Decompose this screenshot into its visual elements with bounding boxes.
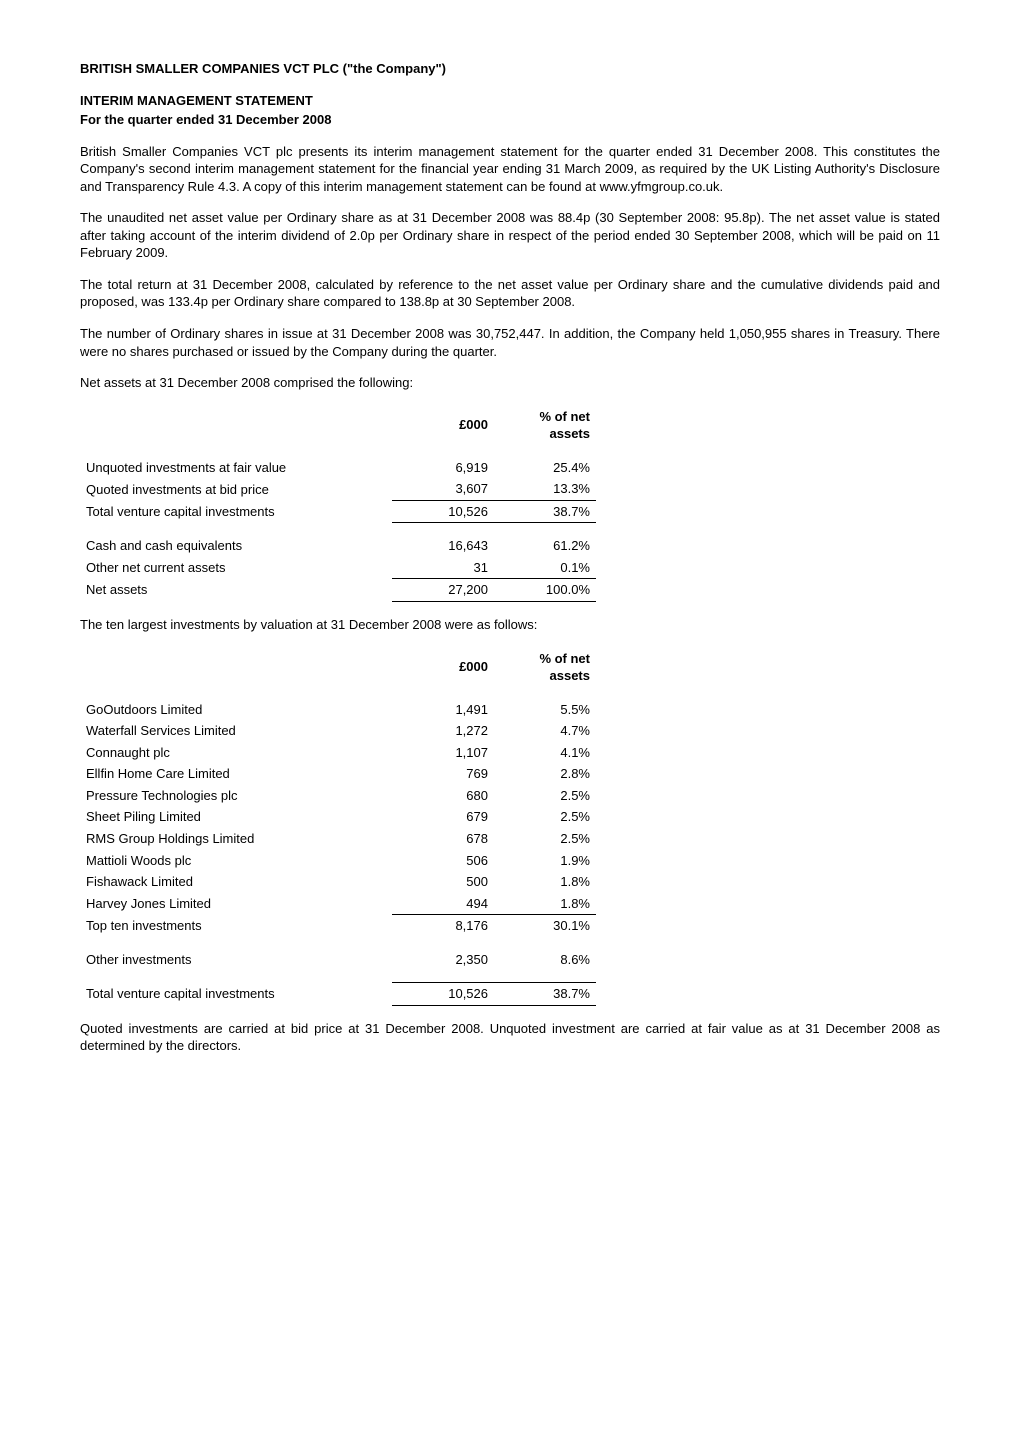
section-heading-1: INTERIM MANAGEMENT STATEMENT: [80, 92, 940, 110]
row-pct: 2.5%: [494, 785, 596, 807]
row-pct: 4.7%: [494, 720, 596, 742]
row-amount: 678: [392, 828, 494, 850]
row-amount: 769: [392, 763, 494, 785]
row-pct: 0.1%: [494, 557, 596, 579]
row-label: Top ten investments: [80, 915, 392, 937]
net-assets-table: £000 % of net assets Unquoted investment…: [80, 406, 596, 602]
table-row: GoOutdoors Limited 1,491 5.5%: [80, 699, 596, 721]
table-row: Sheet Piling Limited 679 2.5%: [80, 806, 596, 828]
table-row: Connaught plc 1,107 4.1%: [80, 742, 596, 764]
row-pct: 5.5%: [494, 699, 596, 721]
row-pct: 1.9%: [494, 850, 596, 872]
table-row: RMS Group Holdings Limited 678 2.5%: [80, 828, 596, 850]
top-investments-table: £000 % of net assets GoOutdoors Limited …: [80, 648, 596, 1006]
row-label: Pressure Technologies plc: [80, 785, 392, 807]
row-amount: 3,607: [392, 478, 494, 500]
row-pct: 38.7%: [494, 500, 596, 523]
row-pct: 61.2%: [494, 535, 596, 557]
table-row: Waterfall Services Limited 1,272 4.7%: [80, 720, 596, 742]
paragraph: The ten largest investments by valuation…: [80, 616, 940, 634]
row-pct: 100.0%: [494, 579, 596, 602]
paragraph: The number of Ordinary shares in issue a…: [80, 325, 940, 360]
document-title: BRITISH SMALLER COMPANIES VCT PLC ("the …: [80, 60, 940, 78]
row-amount: 500: [392, 871, 494, 893]
row-pct: 2.5%: [494, 806, 596, 828]
row-pct: 2.8%: [494, 763, 596, 785]
table-row: Fishawack Limited 500 1.8%: [80, 871, 596, 893]
paragraph: Quoted investments are carried at bid pr…: [80, 1020, 940, 1055]
row-amount: 10,526: [392, 500, 494, 523]
row-label: Sheet Piling Limited: [80, 806, 392, 828]
row-amount: 2,350: [392, 949, 494, 971]
table-row: Total venture capital investments 10,526…: [80, 983, 596, 1006]
row-label: GoOutdoors Limited: [80, 699, 392, 721]
row-label: Other net current assets: [80, 557, 392, 579]
table-header-amount: £000: [392, 648, 494, 687]
table-row: Other net current assets 31 0.1%: [80, 557, 596, 579]
row-amount: 16,643: [392, 535, 494, 557]
row-label: Harvey Jones Limited: [80, 893, 392, 915]
row-pct: 8.6%: [494, 949, 596, 971]
table-row: Mattioli Woods plc 506 1.9%: [80, 850, 596, 872]
paragraph: Net assets at 31 December 2008 comprised…: [80, 374, 940, 392]
table-row: Cash and cash equivalents 16,643 61.2%: [80, 535, 596, 557]
row-amount: 679: [392, 806, 494, 828]
row-pct: 30.1%: [494, 915, 596, 937]
row-label: Other investments: [80, 949, 392, 971]
row-pct: 2.5%: [494, 828, 596, 850]
row-pct: 4.1%: [494, 742, 596, 764]
row-label: Total venture capital investments: [80, 500, 392, 523]
row-amount: 1,107: [392, 742, 494, 764]
row-label: Mattioli Woods plc: [80, 850, 392, 872]
row-label: Ellfin Home Care Limited: [80, 763, 392, 785]
table-header-amount: £000: [392, 406, 494, 445]
table-row: Quoted investments at bid price 3,607 13…: [80, 478, 596, 500]
row-pct: 25.4%: [494, 457, 596, 479]
row-amount: 506: [392, 850, 494, 872]
row-amount: 10,526: [392, 983, 494, 1006]
row-amount: 31: [392, 557, 494, 579]
row-pct: 1.8%: [494, 871, 596, 893]
row-label: Waterfall Services Limited: [80, 720, 392, 742]
table-row: Net assets 27,200 100.0%: [80, 579, 596, 602]
paragraph: British Smaller Companies VCT plc presen…: [80, 143, 940, 196]
row-label: Total venture capital investments: [80, 983, 392, 1006]
table-header-pct: % of net assets: [494, 648, 596, 687]
table-row: Top ten investments 8,176 30.1%: [80, 915, 596, 937]
row-pct: 1.8%: [494, 893, 596, 915]
table-row: Other investments 2,350 8.6%: [80, 949, 596, 971]
row-pct: 38.7%: [494, 983, 596, 1006]
table-row: Total venture capital investments 10,526…: [80, 500, 596, 523]
row-pct: 13.3%: [494, 478, 596, 500]
row-label: RMS Group Holdings Limited: [80, 828, 392, 850]
section-heading-2: For the quarter ended 31 December 2008: [80, 111, 940, 129]
table-row: Pressure Technologies plc 680 2.5%: [80, 785, 596, 807]
table-header-pct: % of net assets: [494, 406, 596, 445]
row-amount: 8,176: [392, 915, 494, 937]
table-row: Ellfin Home Care Limited 769 2.8%: [80, 763, 596, 785]
row-amount: 27,200: [392, 579, 494, 602]
row-label: Quoted investments at bid price: [80, 478, 392, 500]
paragraph: The unaudited net asset value per Ordina…: [80, 209, 940, 262]
row-label: Unquoted investments at fair value: [80, 457, 392, 479]
row-amount: 494: [392, 893, 494, 915]
row-label: Fishawack Limited: [80, 871, 392, 893]
row-label: Cash and cash equivalents: [80, 535, 392, 557]
row-label: Net assets: [80, 579, 392, 602]
row-amount: 1,491: [392, 699, 494, 721]
row-label: Connaught plc: [80, 742, 392, 764]
table-row: Harvey Jones Limited 494 1.8%: [80, 893, 596, 915]
row-amount: 6,919: [392, 457, 494, 479]
row-amount: 1,272: [392, 720, 494, 742]
row-amount: 680: [392, 785, 494, 807]
table-row: Unquoted investments at fair value 6,919…: [80, 457, 596, 479]
paragraph: The total return at 31 December 2008, ca…: [80, 276, 940, 311]
